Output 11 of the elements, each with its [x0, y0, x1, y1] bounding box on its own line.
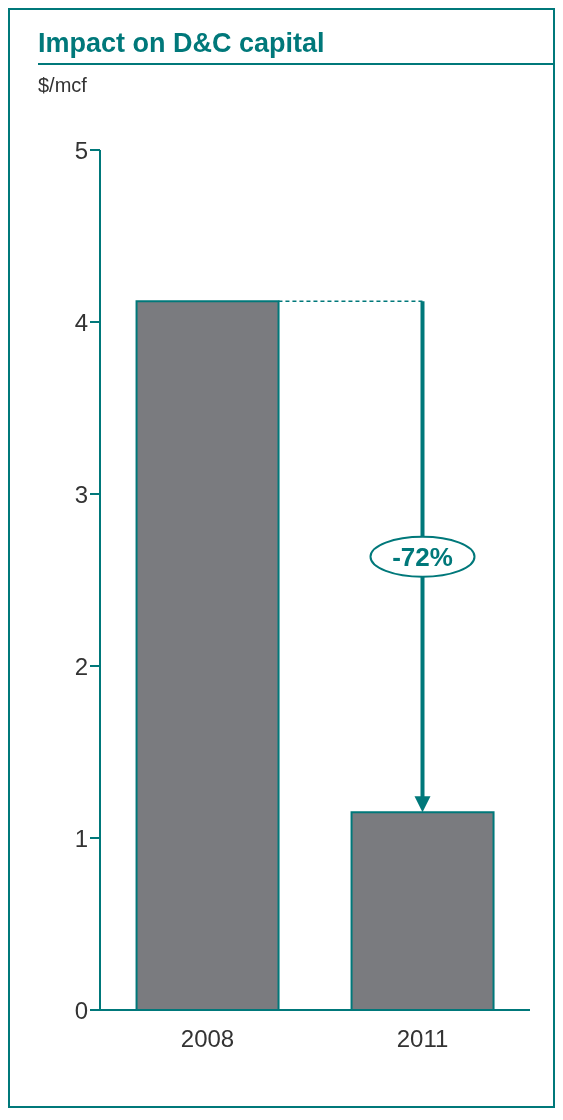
chart-title: Impact on D&C capital — [38, 28, 553, 65]
x-tick-label: 2008 — [180, 1025, 235, 1053]
chart-subtitle: $/mcf — [38, 74, 87, 97]
y-tick-label: 4 — [74, 308, 88, 336]
y-tick-label: 5 — [74, 136, 88, 164]
annotation: -72% — [392, 541, 453, 572]
y-tick-label: 0 — [74, 996, 88, 1024]
y-tick-label: 3 — [74, 480, 88, 508]
x-tick-label: 2011 — [396, 1025, 449, 1053]
y-tick-label: 1 — [74, 824, 88, 852]
y-tick-label: 2 — [74, 652, 88, 680]
